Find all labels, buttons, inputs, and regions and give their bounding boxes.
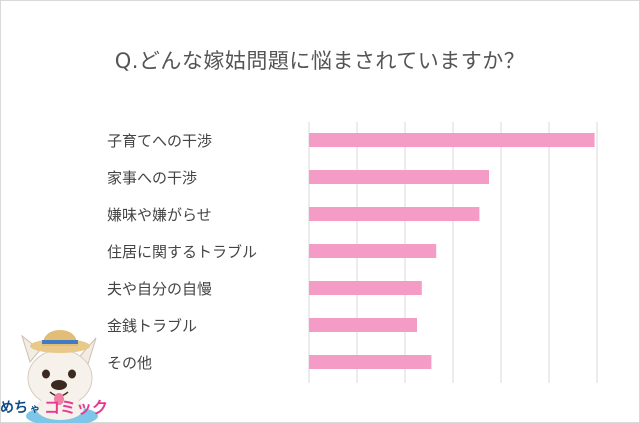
bar bbox=[309, 244, 437, 258]
bar bbox=[309, 281, 422, 295]
category-label: 子育てへの干渉 bbox=[107, 132, 213, 150]
brand-logo-text: めち ゃ コミック bbox=[0, 398, 108, 417]
mascot-logo: めち ゃ コミック bbox=[0, 330, 108, 423]
category-label: 住居に関するトラブル bbox=[107, 243, 258, 261]
dog-illustration-icon bbox=[21, 330, 98, 423]
chart-title: Q.どんな嫁姑問題に悩まされていますか？ bbox=[114, 49, 526, 73]
bar bbox=[309, 207, 480, 221]
bar bbox=[309, 170, 489, 184]
svg-text:コミック: コミック bbox=[44, 398, 108, 417]
category-label: 夫や自分の自慢 bbox=[107, 280, 213, 298]
category-label: 家事への干渉 bbox=[107, 169, 198, 187]
bar bbox=[309, 133, 595, 147]
svg-text:ゃ: ゃ bbox=[30, 404, 40, 415]
category-label: 金銭トラブル bbox=[107, 317, 198, 335]
bar bbox=[309, 318, 417, 332]
category-label: その他 bbox=[107, 354, 153, 372]
svg-text:めち: めち bbox=[0, 400, 28, 416]
category-label: 嫌味や嫌がらせ bbox=[107, 206, 212, 224]
bar bbox=[309, 355, 432, 369]
